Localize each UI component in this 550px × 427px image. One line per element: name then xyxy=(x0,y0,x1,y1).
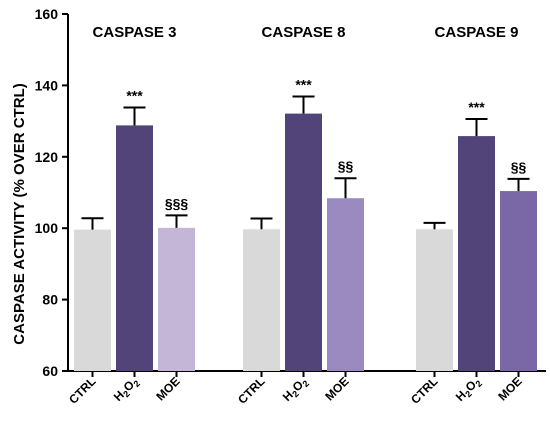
bar xyxy=(243,229,280,371)
x-tick-label: CTRL xyxy=(235,374,268,407)
y-tick-label: 120 xyxy=(35,149,59,165)
bar xyxy=(327,198,364,371)
bar xyxy=(158,227,195,371)
y-tick-label: 140 xyxy=(35,77,59,93)
bar xyxy=(500,191,537,371)
panel-title: CASPASE 9 xyxy=(435,24,519,41)
x-tick-label: MOE xyxy=(495,374,524,403)
x-tick-label: CTRL xyxy=(408,374,441,407)
significance-label: §§§ xyxy=(165,195,189,211)
y-tick-label: 60 xyxy=(42,363,58,379)
significance-label: §§ xyxy=(338,158,354,174)
x-tick-label: CTRL xyxy=(66,374,99,407)
y-tick-label: 160 xyxy=(35,6,59,22)
y-axis-label: CASPASE ACTIVITY (% OVER CTRL) xyxy=(11,83,28,344)
y-tick-label: 100 xyxy=(35,220,59,236)
bar xyxy=(74,229,111,371)
x-tick-label: MOE xyxy=(153,374,182,403)
panel-title: CASPASE 3 xyxy=(93,24,177,41)
y-tick-label: 80 xyxy=(42,292,58,308)
x-tick-label: MOE xyxy=(322,374,351,403)
significance-label: *** xyxy=(468,99,485,115)
x-tick-label: H2O2 xyxy=(453,374,484,405)
bars xyxy=(74,95,537,371)
x-tick-label: H2O2 xyxy=(280,374,311,405)
bar xyxy=(458,136,495,371)
panel-title: CASPASE 8 xyxy=(262,24,346,41)
significance-label: *** xyxy=(295,76,312,92)
significance-label: §§ xyxy=(511,159,527,175)
bar xyxy=(416,229,453,371)
bar xyxy=(285,113,322,371)
bar xyxy=(116,125,153,371)
x-tick-label: H2O2 xyxy=(111,374,142,405)
significance-label: *** xyxy=(126,88,143,104)
